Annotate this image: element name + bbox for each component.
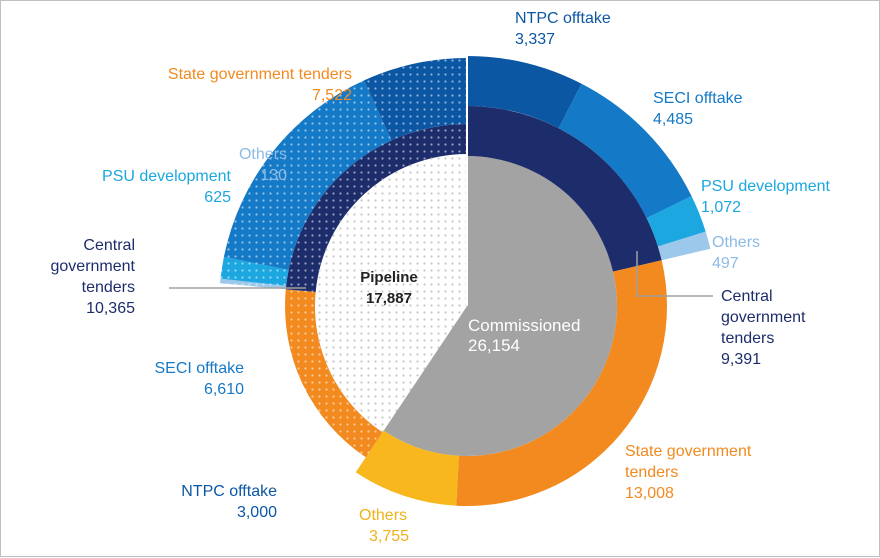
- label-central-pipeline-3: tenders: [82, 279, 135, 296]
- value-seci-commissioned: 4,485: [653, 111, 693, 128]
- pipeline-offtake-psu-development-texture: [220, 256, 289, 286]
- segment-layer: [220, 56, 711, 506]
- commissioned-offtake-seci-offtake: [558, 83, 692, 219]
- commissioned-core-slice: [383, 156, 617, 457]
- value-ntpc-pipeline: 3,000: [237, 504, 277, 521]
- value-state-pipeline: 7,522: [312, 87, 352, 104]
- label-central-commissioned-2: government: [721, 309, 806, 326]
- leader-line-commissioned-central: [636, 251, 713, 297]
- pipeline-offtake-others-texture: [220, 278, 287, 290]
- label-others-pipeline: Others: [239, 146, 287, 163]
- value-psu-pipeline: 625: [204, 189, 231, 206]
- commissioned-ring-state-government-tenders: [456, 260, 667, 506]
- label-ntpc-pipeline: NTPC offtake: [181, 483, 277, 500]
- commissioned-ring-central-government-tenders: [467, 106, 662, 272]
- value-others-commissioned: 497: [712, 255, 739, 272]
- commissioned-offtake-ntpc-offtake: [467, 56, 582, 129]
- commissioned-offtake-psu-development: [646, 196, 706, 247]
- value-others-yellow-commissioned: 3,755: [369, 528, 409, 545]
- label-seci-pipeline: SECI offtake: [154, 360, 244, 377]
- value-psu-commissioned: 1,072: [701, 199, 741, 216]
- pipeline-ring-state-government-tenders-texture: [285, 289, 383, 458]
- pipeline-value: 17,887: [366, 290, 412, 307]
- pipeline-ring-central-government-tenders-texture: [285, 124, 467, 293]
- pipeline-core-slice: [315, 154, 467, 433]
- label-state-commissioned-2: tenders: [625, 464, 678, 481]
- value-ntpc-commissioned: 3,337: [515, 31, 555, 48]
- label-state-pipeline: State government tenders: [168, 66, 352, 83]
- label-ntpc-commissioned: NTPC offtake: [515, 10, 611, 27]
- value-seci-pipeline: 6,610: [204, 381, 244, 398]
- value-state-commissioned: 13,008: [625, 485, 674, 502]
- leader-line-layer: [169, 251, 713, 297]
- label-central-pipeline-1: Central: [83, 237, 135, 254]
- label-others-yellow-commissioned: Others: [359, 507, 407, 524]
- label-seci-commissioned: SECI offtake: [653, 90, 743, 107]
- pipeline-offtake-seci-offtake-texture: [223, 80, 392, 270]
- commissioned-offtake-others: [657, 231, 711, 261]
- pipeline-offtake-ntpc-offtake-texture: [364, 58, 467, 141]
- value-central-pipeline: 10,365: [86, 300, 135, 317]
- label-psu-pipeline: PSU development: [102, 168, 232, 185]
- label-state-commissioned-1: State government: [625, 443, 752, 460]
- commissioned-value: 26,154: [468, 336, 520, 355]
- label-psu-commissioned: PSU development: [701, 178, 831, 195]
- value-central-commissioned: 9,391: [721, 351, 761, 368]
- commissioned-ring-others: [355, 430, 459, 506]
- label-central-commissioned-1: Central: [721, 288, 773, 305]
- pipeline-label: Pipeline: [360, 269, 418, 286]
- value-others-pipeline: 130: [260, 167, 287, 184]
- label-central-pipeline-2: government: [51, 258, 136, 275]
- label-others-commissioned: Others: [712, 234, 760, 251]
- label-central-commissioned-3: tenders: [721, 330, 774, 347]
- commissioned-label: Commissioned: [468, 316, 580, 335]
